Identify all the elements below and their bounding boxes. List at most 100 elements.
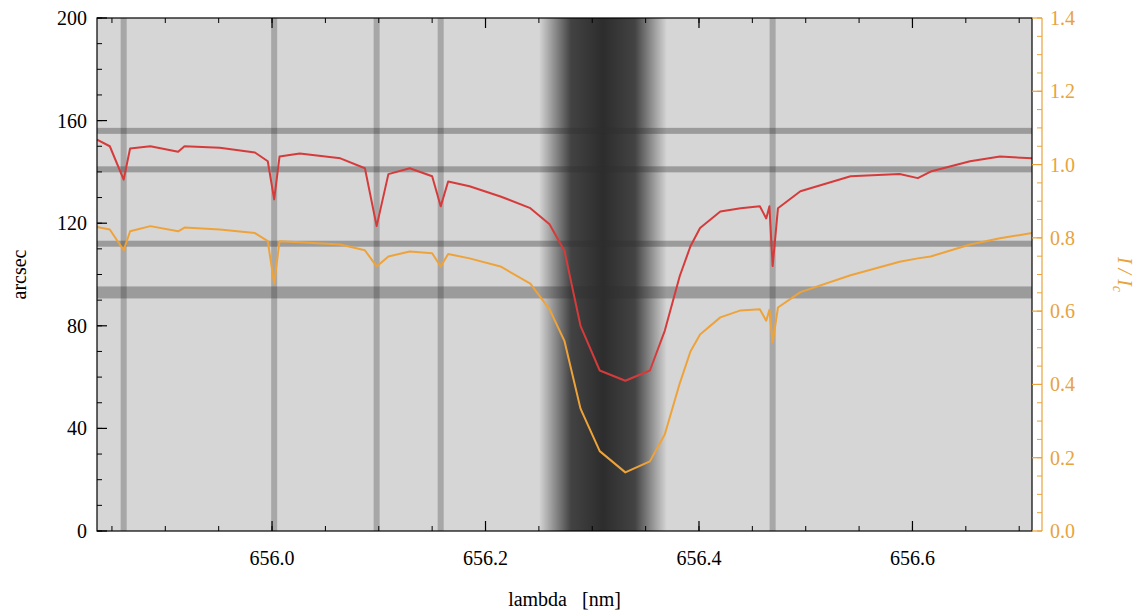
x-minor-tick-top <box>432 18 433 23</box>
y2-minor-tick <box>1037 402 1042 403</box>
x-tick <box>912 521 913 531</box>
y-tick <box>97 530 107 531</box>
y-minor-tick <box>97 454 102 455</box>
x-minor-tick <box>912 526 913 531</box>
y2-minor-tick <box>1037 91 1042 92</box>
x-minor-tick-top <box>592 18 593 23</box>
y2-tick <box>1032 91 1042 92</box>
x-minor-tick-top <box>272 18 273 23</box>
x-minor-tick <box>432 526 433 531</box>
absorption-line <box>770 18 776 531</box>
x-tick <box>698 521 699 531</box>
y2-minor-tick <box>1037 531 1042 532</box>
x-minor-tick-top <box>325 18 326 23</box>
x-minor-tick-top <box>165 18 166 23</box>
x-minor-tick <box>645 526 646 531</box>
x-minor-tick <box>859 526 860 531</box>
y-tick <box>97 428 107 429</box>
x-tick <box>271 521 272 531</box>
x-minor-tick <box>965 526 966 531</box>
y-minor-tick <box>97 69 102 70</box>
spatial-band <box>97 286 1032 298</box>
y2-minor-tick <box>1037 18 1042 19</box>
y2-minor-tick <box>1037 421 1042 422</box>
y2-minor-tick <box>1037 384 1042 385</box>
y-tick-label: 80 <box>67 315 87 337</box>
y2-minor-tick <box>1037 36 1042 37</box>
y-minor-tick <box>97 94 102 95</box>
y-tick <box>97 325 107 326</box>
y-minor-tick <box>97 274 102 275</box>
x-tick-label: 656.4 <box>676 547 721 569</box>
y2-tick <box>1032 457 1042 458</box>
x-minor-tick-top <box>111 18 112 23</box>
y-tick-label: 0 <box>77 520 87 542</box>
y-minor-tick <box>97 428 102 429</box>
y2-axis-title: I / Ic <box>1110 256 1136 293</box>
x-minor-tick <box>485 526 486 531</box>
y2-minor-tick <box>1037 237 1042 238</box>
y2-title-sub: c <box>1110 286 1125 293</box>
y-minor-tick <box>97 479 102 480</box>
x-tick <box>485 521 486 531</box>
absorption-line <box>438 18 444 531</box>
y2-tick-label: 1.2 <box>1050 80 1075 102</box>
x-minor-tick <box>592 526 593 531</box>
y-minor-tick <box>97 120 102 121</box>
y2-minor-tick <box>1037 329 1042 330</box>
x-minor-tick-top <box>538 18 539 23</box>
x-minor-tick-top <box>485 18 486 23</box>
series-group <box>97 140 1032 473</box>
y-minor-tick <box>97 171 102 172</box>
x-tick-label: 656.2 <box>463 547 508 569</box>
spectrum-line <box>97 226 1032 472</box>
y2-tick-label: 1.0 <box>1050 154 1075 176</box>
y-tick <box>97 120 107 121</box>
x-minor-tick <box>752 526 753 531</box>
y2-minor-tick <box>1037 274 1042 275</box>
x-minor-tick <box>111 526 112 531</box>
x-minor-tick <box>1019 526 1020 531</box>
y2-minor-tick <box>1037 347 1042 348</box>
spectrogram <box>97 18 1032 531</box>
y-minor-tick <box>97 248 102 249</box>
y-tick-label: 40 <box>67 417 87 439</box>
y-minor-tick <box>97 351 102 352</box>
y2-minor-tick <box>1037 292 1042 293</box>
y-axis-title: arcsec <box>8 249 30 299</box>
x-axis-title: lambda [nm] <box>508 588 621 610</box>
texts: 656.0656.2656.4656.6040801201602000.00.2… <box>8 7 1136 610</box>
y2-minor-tick <box>1037 72 1042 73</box>
x-minor-tick <box>218 526 219 531</box>
y-minor-tick <box>97 43 102 44</box>
spatial-band <box>97 166 1032 172</box>
y-minor-tick <box>97 377 102 378</box>
x-minor-tick <box>165 526 166 531</box>
y2-minor-tick <box>1037 366 1042 367</box>
x-minor-tick-top <box>752 18 753 23</box>
y-tick-label: 120 <box>57 212 87 234</box>
y2-minor-tick <box>1037 127 1042 128</box>
absorption-line <box>374 18 380 531</box>
y2-minor-tick <box>1037 457 1042 458</box>
spatial-band <box>97 241 1032 247</box>
x-minor-tick-top <box>1019 18 1020 23</box>
absorption-line <box>121 18 127 531</box>
x-minor-tick-top <box>805 18 806 23</box>
x-tick-top <box>485 18 486 28</box>
y2-title-main: I / I <box>1114 256 1136 287</box>
y2-tick <box>1032 164 1042 165</box>
y-tick-label: 160 <box>57 110 87 132</box>
y2-minor-tick <box>1037 476 1042 477</box>
spectrogram-ground <box>97 18 1032 531</box>
x-minor-tick <box>698 526 699 531</box>
y-minor-tick <box>97 531 102 532</box>
x-minor-tick-top <box>698 18 699 23</box>
x-tick-label: 656.6 <box>890 547 935 569</box>
x-tick-label: 656.0 <box>250 547 295 569</box>
y2-minor-tick <box>1037 219 1042 220</box>
y2-minor-tick <box>1037 201 1042 202</box>
y2-tick <box>1032 311 1042 312</box>
y2-minor-tick <box>1037 164 1042 165</box>
y2-tick-label: 1.4 <box>1050 7 1075 29</box>
